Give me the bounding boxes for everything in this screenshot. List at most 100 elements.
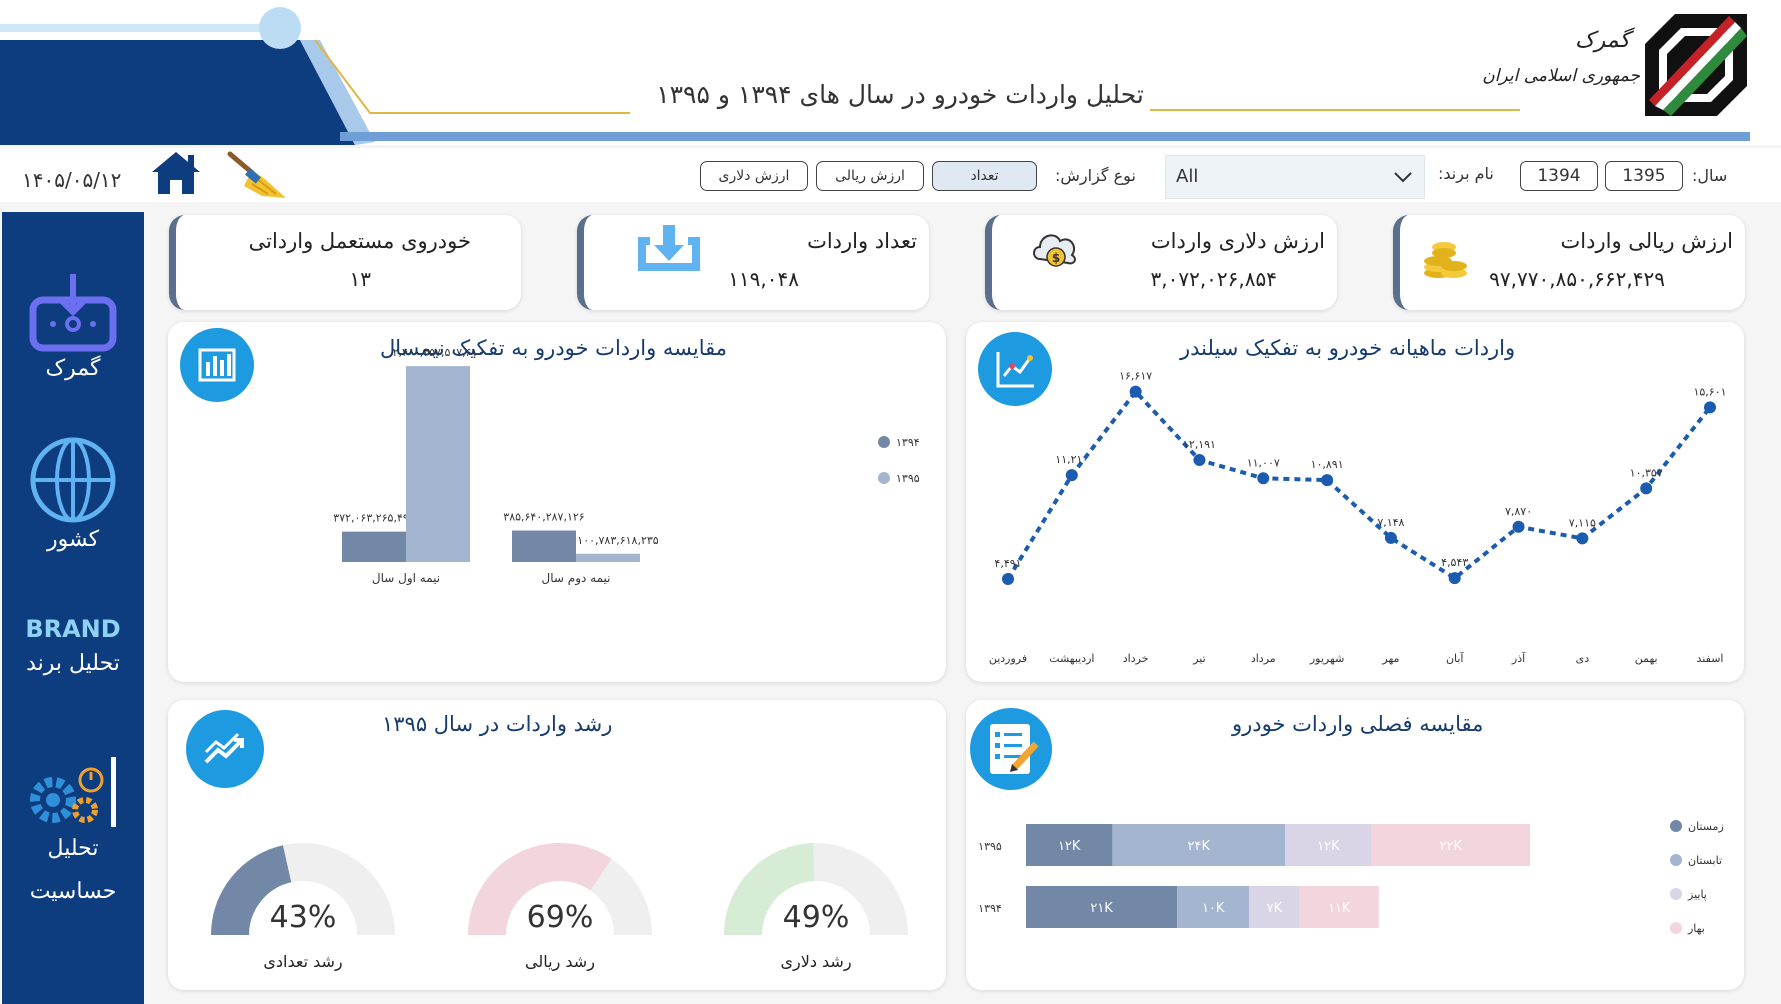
y-tick-label: ۱۳۹۵ <box>978 840 1002 853</box>
monthly-line-chart: ۴,۴۹۱ فروردین ۱۱,۲۱۰ اردیبهشت ۱۶,۶۱۷ خرداد ۱۲,… <box>989 370 1727 665</box>
panel-title: مقایسه فصلی واردات خودرو <box>1232 712 1484 736</box>
report-type-count-button[interactable]: تعداد <box>932 161 1037 191</box>
point-data-label: ۴,۵۴۳ <box>1441 556 1468 569</box>
segment-data-label: ۷K <box>1267 901 1283 916</box>
brand-badge-text: BRAND <box>25 615 120 643</box>
stack-segment <box>1285 824 1372 866</box>
report-type-label: نوع گزارش: <box>1055 166 1136 185</box>
data-point <box>1704 401 1716 414</box>
segment-data-label: ۱۲K <box>1058 839 1081 854</box>
sidebar-item-label-line2: حساسیت <box>29 879 117 904</box>
bar-1-1 <box>576 553 640 562</box>
panel-title: واردات ماهیانه خودرو به تفکیک سیلندر <box>1180 336 1516 360</box>
legend-label: زمستان <box>1688 820 1724 833</box>
data-point <box>1321 474 1334 487</box>
x-tick-label: اسفند <box>1697 652 1724 665</box>
x-tick-label: شهریور <box>1309 652 1344 665</box>
kpi-value: ۱۳ <box>349 267 371 291</box>
gauge-value: 43% <box>270 900 337 935</box>
page-title: تحلیل واردات خودرو در سال های ۱۳۹۴ و ۱۳۹… <box>656 80 1144 109</box>
panel-growth: رشد واردات در سال ۱۳۹۵ 49% رشد دلاری 69% رش… <box>168 700 946 990</box>
kpi-card-count: تعداد واردات ۱۱۹,۰۴۸ <box>577 215 929 310</box>
home-icon[interactable] <box>150 150 202 196</box>
customs-logo-icon <box>1645 14 1747 116</box>
legend-marker <box>1670 922 1682 934</box>
svg-text:$: $ <box>1052 251 1060 265</box>
x-tick-label: آذر <box>1511 651 1526 665</box>
data-point <box>1065 469 1078 482</box>
kpi-card-used-cars: خودروی مستعمل وارداتی ۱۳ <box>169 215 521 310</box>
sidebar-item-customs[interactable]: گمرک <box>2 272 144 381</box>
kpi-value: ۱۱۹,۰۴۸ <box>728 267 799 291</box>
series-line <box>1006 388 1712 581</box>
government-wordmark: جمهوری اسلامی ایران <box>1482 66 1640 86</box>
point-data-label: ۱۱,۲۱۰ <box>1055 453 1088 466</box>
header: تحلیل واردات خودرو در سال های ۱۳۹۴ و ۱۳۹… <box>0 0 1781 145</box>
gauge-label: رشد ریالی <box>525 952 595 972</box>
brand-select-value: All <box>1176 166 1199 187</box>
legend-label: ۱۳۹۵ <box>896 472 920 485</box>
sidebar-item-sensitivity[interactable]: تحلیل حساسیت <box>2 752 144 904</box>
report-type-rial-button[interactable]: ارزش ریالی <box>816 161 924 191</box>
year-1394-button[interactable]: 1394 <box>1520 161 1598 191</box>
report-type-dollar-button[interactable]: ارزش دلاری <box>700 161 808 191</box>
panel-title: مقایسه واردات خودرو به تفکیک نیمسال <box>380 336 728 360</box>
x-tick-label: دی <box>1576 652 1590 665</box>
checklist-pencil-icon <box>990 724 1039 774</box>
sidebar-item-country[interactable]: کشور <box>2 437 144 552</box>
point-data-label: ۱۲,۱۹۱ <box>1183 438 1216 451</box>
brand-label: نام برند: <box>1438 164 1494 183</box>
x-tick-label: نیمه اول سال <box>372 571 440 586</box>
point-data-label: ۱۶,۶۱۷ <box>1119 370 1152 383</box>
clear-filters-icon[interactable] <box>222 150 294 200</box>
segment-data-label: ۲۴K <box>1188 839 1211 854</box>
sidebar-item-brand[interactable]: BRAND تحلیل برند <box>2 607 144 676</box>
segment-data-label: ۱۰K <box>1202 901 1225 916</box>
gears-icon <box>30 757 116 827</box>
stack-segment <box>1177 886 1250 928</box>
legend-marker <box>1670 854 1682 866</box>
panel-seasonal: مقایسه فصلی واردات خودرو ۱۲K ۲۴K ۱۲K ۲۲K ۱۳۹… <box>966 700 1744 990</box>
download-box-icon <box>638 225 700 271</box>
bar-data-label: ۳۸۵,۶۴۰,۲۸۷,۱۲۶ <box>503 511 584 524</box>
data-point <box>1448 572 1461 585</box>
point-data-label: ۴,۴۹۱ <box>994 557 1021 570</box>
semester-bar-chart: ۳۷۲,۰۶۳,۲۶۵,۴۹۹ ۲,۴۰۰,۳۵۷,۵۰۷,۶۱۰ نیمه اول… <box>333 346 920 586</box>
point-data-label: ۷,۱۱۵ <box>1569 516 1596 529</box>
globe-icon <box>30 437 116 523</box>
gauge-fill <box>724 843 816 936</box>
dollar-cloud-icon: $ <box>1033 234 1076 267</box>
stack-segment <box>1371 824 1530 866</box>
gauge-label: رشد تعدادی <box>263 952 342 972</box>
sidebar-item-label: کشور <box>46 527 100 552</box>
kpi-card-dollar-value: ارزش دلاری واردات ۳,۰۷۲,۰۲۶,۸۵۴ $ <box>985 215 1337 310</box>
seasonal-stacked-bar-chart: ۱۲K ۲۴K ۱۲K ۲۲K ۱۳۹۵ ۲۱K ۱۰K ۷K ۱۱K ۱۳۹۴ زمستان تاب… <box>978 820 1724 935</box>
trending-up-icon <box>204 732 244 764</box>
panel-title: رشد واردات در سال ۱۳۹۵ <box>382 712 613 736</box>
legend-marker <box>878 472 890 484</box>
header-decoration <box>0 0 1781 145</box>
stack-segment <box>1249 886 1300 928</box>
year-1395-button[interactable]: 1395 <box>1605 161 1683 191</box>
stack-segment <box>1299 886 1379 928</box>
x-tick-label: اردیبهشت <box>1049 652 1094 665</box>
bar-0-0 <box>342 531 406 562</box>
bar-data-label: ۳۷۲,۰۶۳,۲۶۵,۴۹۹ <box>333 512 414 525</box>
kpi-value: ۳,۰۷۲,۰۲۶,۸۵۴ <box>1150 267 1278 291</box>
x-tick-label: آبان <box>1446 651 1464 665</box>
data-point <box>1640 482 1653 495</box>
panel-semester-comparison: مقایسه واردات خودرو به تفکیک نیمسال ۳۷۲,… <box>168 322 946 682</box>
data-point <box>1384 531 1397 544</box>
y-tick-label: ۱۳۹۴ <box>978 902 1002 915</box>
data-point <box>1193 454 1206 467</box>
panel-monthly-imports: واردات ماهیانه خودرو به تفکیک سیلندر ۴,۴… <box>966 322 1744 682</box>
panel-badge <box>970 708 1052 790</box>
year-label: سال: <box>1692 166 1728 185</box>
data-point <box>1002 572 1014 585</box>
sidebar-item-label: تحلیل <box>47 836 99 861</box>
stack-segment <box>1026 824 1113 866</box>
gauge-fill <box>211 845 293 936</box>
brand-select[interactable]: All <box>1165 155 1425 199</box>
customs-wordmark: گمرک <box>1574 28 1630 53</box>
